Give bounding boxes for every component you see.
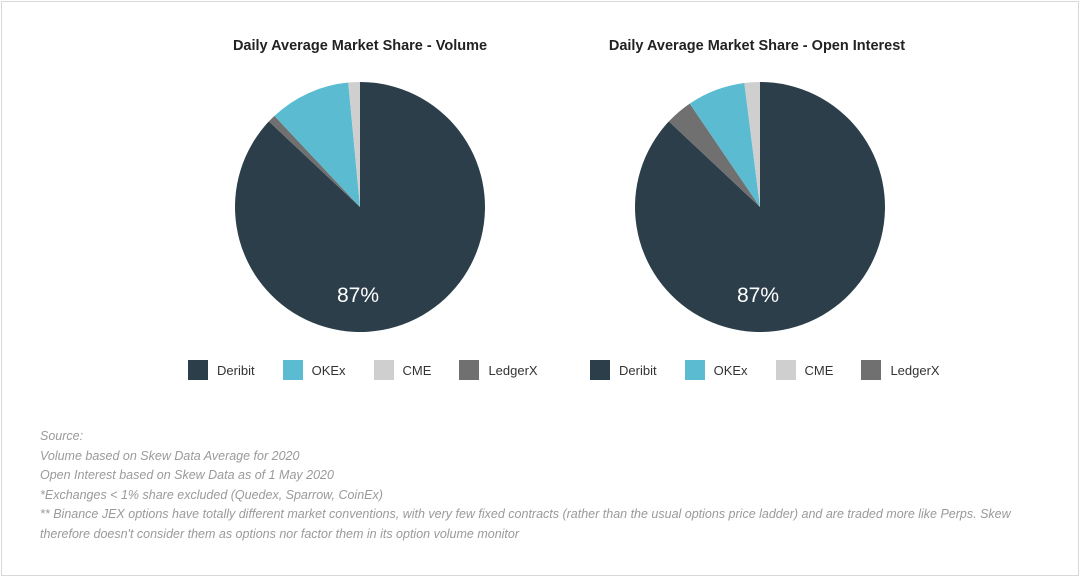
legend-item: Deribit — [590, 360, 657, 380]
pie-slice-cme — [744, 82, 760, 207]
legend-swatch — [684, 360, 705, 380]
legend-item: OKEx — [684, 360, 748, 380]
legend-item: CME — [373, 360, 432, 380]
legend-label: LedgerX — [890, 362, 940, 378]
legend-swatch — [188, 360, 208, 380]
data-label: 87% — [337, 284, 379, 307]
pie-slice-okex — [274, 82, 360, 207]
legend-item: Deribit — [188, 360, 255, 380]
note-line: Volume based on Skew Data Average for 20… — [40, 448, 300, 463]
note-line: Source: — [40, 429, 84, 443]
legend-swatch — [861, 360, 882, 380]
legend-label: OKEx — [311, 362, 346, 378]
legend-label: Deribit — [217, 362, 255, 378]
legend-swatch — [590, 360, 610, 380]
legend-volume: Deribit OKEx CME LedgerX — [188, 360, 566, 380]
pie-slice-ledgerx — [268, 115, 360, 207]
pie-slice-cme — [348, 82, 360, 207]
legend-swatch — [373, 360, 394, 380]
legend-label: LedgerX — [488, 362, 538, 378]
legend-label: OKEx — [713, 362, 748, 378]
legend-item: LedgerX — [459, 360, 538, 380]
legend-item: CME — [775, 360, 834, 380]
source-notes: Source: Volume based on Skew Data Averag… — [40, 427, 1040, 544]
legend-item: LedgerX — [861, 360, 940, 380]
note-line: Open Interest based on Skew Data as of 1… — [40, 468, 334, 482]
legend-item: OKEx — [282, 360, 346, 380]
legend-label: Deribit — [619, 362, 657, 378]
legend-swatch — [775, 360, 796, 380]
legend-label: CME — [402, 362, 432, 378]
note-line: ** Binance JEX options have totally diff… — [40, 507, 1011, 541]
legend-swatch — [282, 360, 303, 380]
chart-title-open-interest: Daily Average Market Share - Open Intere… — [608, 38, 906, 54]
legend-open-interest: Deribit OKEx CME LedgerX — [590, 360, 968, 380]
chart-title-volume: Daily Average Market Share - Volume — [232, 38, 488, 54]
legend-swatch — [459, 360, 480, 380]
pie-slice-ledgerx — [668, 103, 760, 207]
pie-slice-okex — [689, 82, 760, 207]
legend-label: CME — [804, 362, 834, 378]
note-line: *Exchanges < 1% share excluded (Quedex, … — [40, 487, 383, 502]
data-label: 87% — [737, 284, 779, 307]
